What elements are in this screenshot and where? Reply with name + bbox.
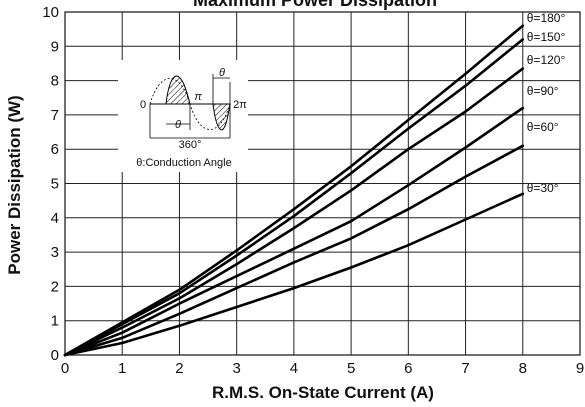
x-tick-label: 0 <box>61 360 69 377</box>
x-tick-label: 3 <box>232 360 240 377</box>
series-label-layer: θ=180° θ=150° θ=120° θ=90° θ=60° θ=30° <box>527 11 566 195</box>
series-label: θ=30° <box>527 181 559 195</box>
x-tick-label: 2 <box>175 360 183 377</box>
series-layer <box>63 24 525 357</box>
y-tick-label: 0 <box>51 347 59 364</box>
x-tick-label: 9 <box>576 360 584 377</box>
y-tick-label: 10 <box>42 4 59 21</box>
inset-hatched-positive <box>165 75 191 105</box>
y-tick-label: 1 <box>51 313 59 330</box>
inset-background <box>118 60 248 172</box>
x-tick-label: 6 <box>404 360 412 377</box>
inset-label-theta-bottom: θ <box>175 119 181 131</box>
inset-label-zero: 0 <box>140 99 146 111</box>
x-axis-title: R.M.S. On-State Current (A) <box>212 383 434 402</box>
series-label: θ=90° <box>527 84 559 98</box>
series-curve <box>63 38 525 357</box>
y-tick-label: 8 <box>51 73 59 90</box>
y-tick-label: 4 <box>51 210 59 227</box>
inset-label-360: 360° <box>179 139 202 151</box>
conduction-angle-inset: 0 π 2π θ θ 360° θ:Conduction Angle <box>118 60 248 172</box>
inset-hatched-negative <box>212 103 231 131</box>
x-tick-label: 8 <box>519 360 527 377</box>
series-curve <box>63 144 525 357</box>
y-tick-label: 9 <box>51 38 59 55</box>
series-label: θ=180° <box>527 11 566 25</box>
y-tick-label: 2 <box>51 278 59 295</box>
series-label: θ=120° <box>527 53 566 67</box>
y-tick-label: 3 <box>51 244 59 261</box>
y-axis-title: Power Dissipation (W) <box>5 95 24 274</box>
chart-title: Maximum Power Dissipation <box>193 0 437 10</box>
inset-label-pi: π <box>194 91 202 103</box>
series-curve <box>63 192 525 357</box>
x-tick-label: 7 <box>461 360 469 377</box>
x-tick-label: 1 <box>118 360 126 377</box>
y-tick-label: 6 <box>51 141 59 158</box>
series-label: θ=60° <box>527 120 559 134</box>
x-tick-label: 5 <box>347 360 355 377</box>
series-curve <box>63 24 525 357</box>
y-tick-label: 7 <box>51 107 59 124</box>
inset-caption: θ:Conduction Angle <box>136 157 231 169</box>
inset-label-theta-top: θ <box>219 67 225 79</box>
y-tick-label: 5 <box>51 176 59 193</box>
series-curve <box>63 67 525 357</box>
series-label: θ=150° <box>527 30 566 44</box>
x-tick-label: 4 <box>290 360 298 377</box>
tick-layer: 0 1 2 3 4 5 6 7 8 9 0 1 2 3 4 5 6 7 8 9 10 <box>42 4 584 377</box>
series-curve <box>63 106 525 357</box>
inset-label-2pi: 2π <box>233 99 247 111</box>
